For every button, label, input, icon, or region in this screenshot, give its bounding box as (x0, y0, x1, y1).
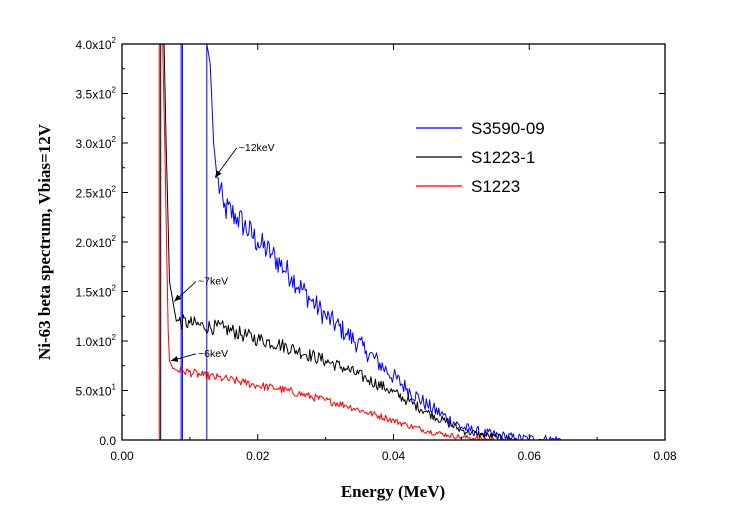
y-tick-label: 2.5x102 (76, 185, 117, 201)
series-line-s3590-09 (122, 44, 665, 440)
axis-layer: 0.00 0.02 0.04 0.06 0.08 0.0 5.0x101 1.0x102 1.5… (76, 36, 677, 463)
x-tick-label: 0.00 (110, 449, 134, 463)
y-tick-label: 0.0 (99, 434, 116, 448)
x-tick-label: 0.06 (518, 449, 542, 463)
y-axis-title: Ni-63 beta spectrum, Vbias=12V (35, 123, 54, 360)
x-tick-label: 0.08 (653, 449, 677, 463)
annotation-arrow (214, 147, 238, 178)
y-tick-label: 5.0x101 (76, 383, 117, 399)
annotation-label: ~12keV (239, 142, 275, 154)
series-line-s1223-1 (122, 44, 665, 440)
legend-label: S1223 (471, 177, 520, 196)
y-tick-label: 4.0x102 (76, 36, 117, 52)
series-layer (122, 44, 665, 440)
legend-label: S3590-09 (471, 119, 545, 138)
y-tick-label: 1.5x102 (76, 284, 117, 300)
annotation-layer: ~12keV ~7keV ~6keV (170, 142, 275, 362)
legend: S3590-09 S1223-1 S1223 (416, 119, 545, 196)
plot-frame (121, 43, 666, 441)
x-tick-label: 0.02 (246, 449, 270, 463)
y-tick-label: 2.0x102 (76, 234, 117, 250)
annotation-label: ~6keV (198, 348, 228, 360)
annotation-arrow (170, 353, 197, 362)
y-tick-label: 3.5x102 (76, 86, 117, 102)
annotation-arrow (173, 281, 197, 302)
y-tick-label: 1.0x102 (76, 333, 117, 349)
x-tick-label: 0.04 (382, 449, 406, 463)
x-axis-title: Energy (MeV) (341, 482, 445, 501)
y-tick-label: 3.0x102 (76, 135, 117, 151)
legend-label: S1223-1 (471, 148, 535, 167)
annotation-label: ~7keV (198, 276, 228, 288)
series-line-s1223 (122, 44, 665, 440)
